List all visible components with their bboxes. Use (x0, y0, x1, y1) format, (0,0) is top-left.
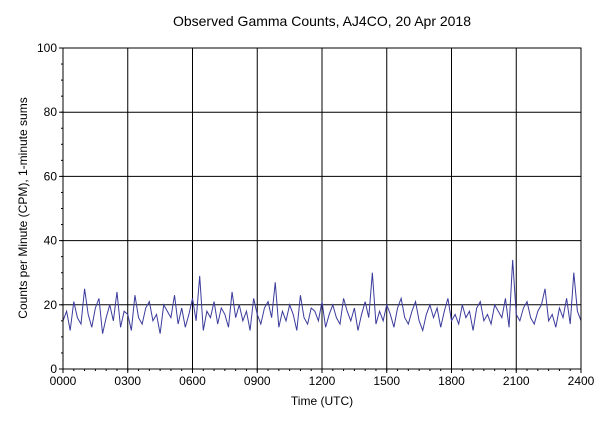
x-tick-label: 0300 (114, 374, 141, 388)
x-axis-ticks: 0000 0300 0600 0900 1200 1500 1800 2100 2400 (50, 369, 595, 388)
x-tick-label: 1500 (373, 374, 400, 388)
y-tick-label: 60 (44, 169, 58, 183)
y-axis-ticks: 0 20 40 60 80 100 (37, 41, 63, 376)
y-tick-label: 80 (44, 105, 58, 119)
x-tick-label: 1200 (309, 374, 336, 388)
x-tick-label: 2100 (503, 374, 530, 388)
x-tick-label: 2400 (568, 374, 595, 388)
x-axis-label: Time (UTC) (291, 394, 353, 408)
series-line (62, 259, 582, 334)
x-tick-label: 0900 (244, 374, 271, 388)
x-tick-label: 0000 (50, 374, 77, 388)
y-tick-label: 40 (44, 234, 58, 248)
y-tick-label: 20 (44, 298, 58, 312)
y-axis-label: Counts per Minute (CPM), 1-minute sums (16, 97, 30, 318)
series-layer (62, 259, 582, 334)
x-tick-label: 1800 (438, 374, 465, 388)
x-tick-label: 0600 (179, 374, 206, 388)
y-tick-label: 0 (50, 362, 57, 376)
chart-title: Observed Gamma Counts, AJ4CO, 20 Apr 201… (173, 13, 471, 29)
y-tick-label: 100 (37, 41, 57, 55)
plot-frame (62, 47, 582, 370)
